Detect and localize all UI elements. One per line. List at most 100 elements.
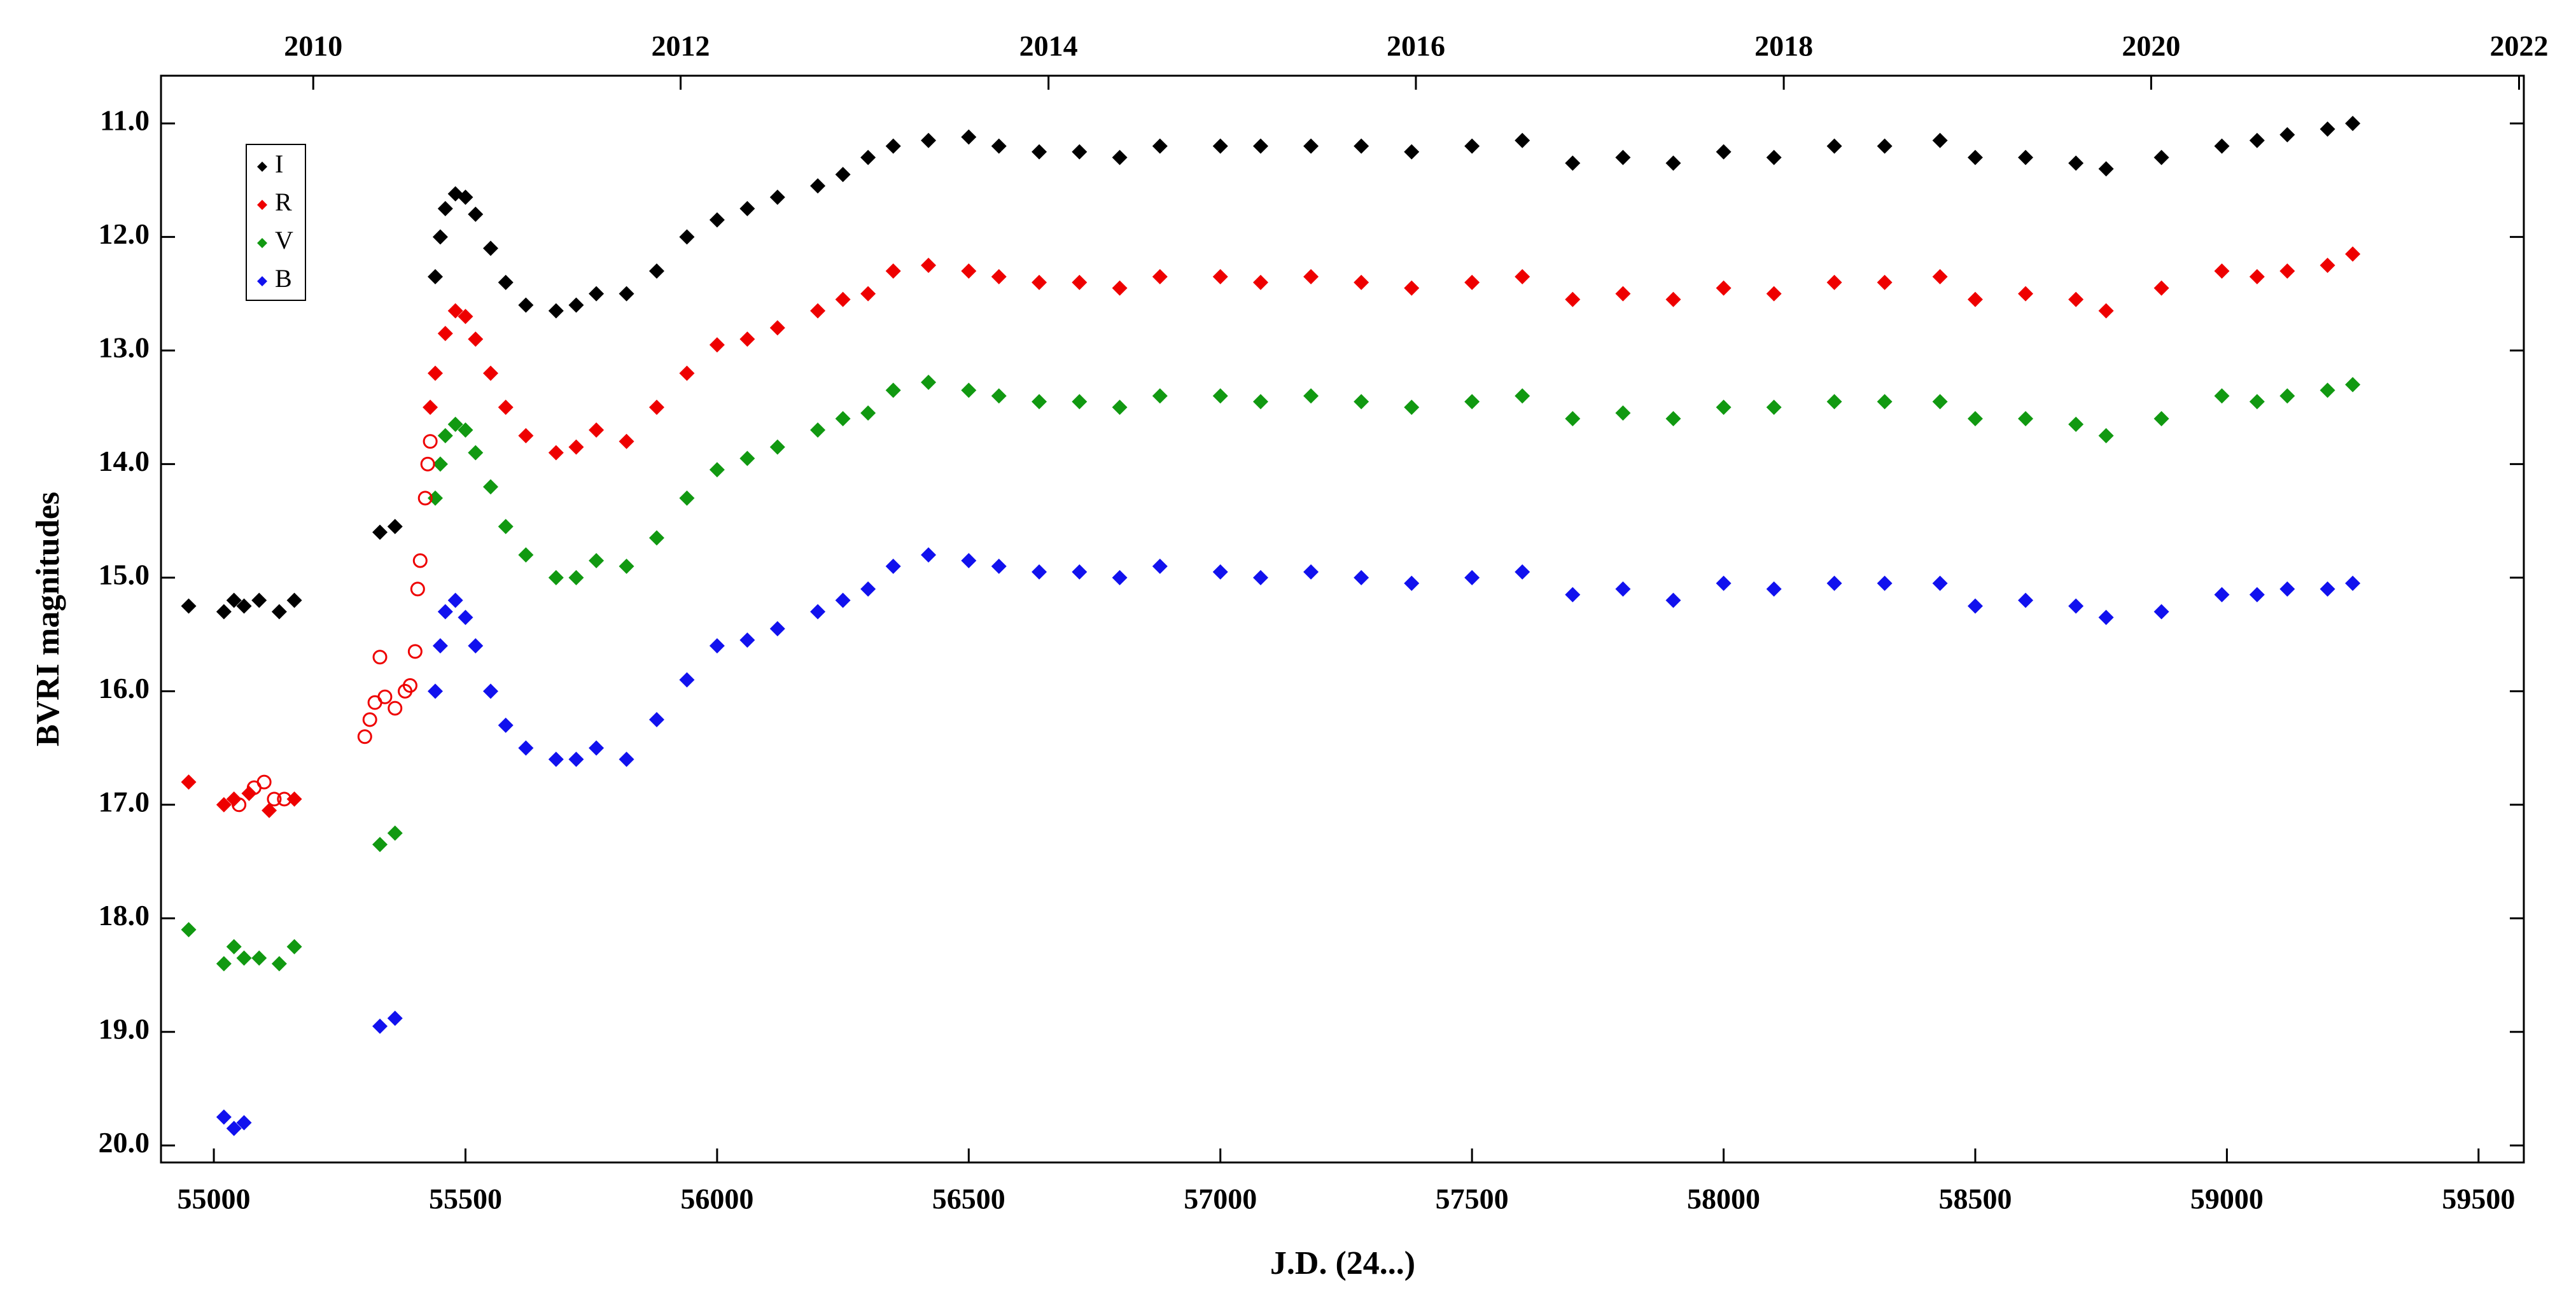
data-point xyxy=(437,200,453,216)
data-point xyxy=(1615,581,1631,597)
data-point xyxy=(1967,150,1983,165)
legend-label: B xyxy=(275,264,292,293)
data-point xyxy=(860,150,876,165)
data-point xyxy=(648,263,664,279)
data-point xyxy=(256,774,272,790)
data-point xyxy=(679,229,695,245)
data-point xyxy=(885,263,901,279)
data-point xyxy=(548,445,564,461)
data-point xyxy=(251,950,267,966)
data-point xyxy=(428,490,444,506)
data-point xyxy=(417,491,433,506)
data-point xyxy=(2279,388,2295,404)
data-point xyxy=(991,559,1007,575)
data-point xyxy=(2018,410,2034,426)
data-point xyxy=(216,604,232,620)
data-point xyxy=(468,638,484,653)
data-point xyxy=(181,922,197,938)
data-point xyxy=(885,138,901,154)
data-point xyxy=(1354,138,1369,154)
y-tick-label: 12.0 xyxy=(99,218,150,250)
data-point xyxy=(1515,269,1530,284)
data-point xyxy=(921,132,937,148)
data-point xyxy=(2018,286,2034,302)
data-point xyxy=(2320,382,2335,398)
data-point xyxy=(619,559,634,575)
data-point xyxy=(1464,394,1480,410)
data-point xyxy=(1032,144,1047,160)
data-point xyxy=(2153,604,2169,620)
data-point xyxy=(1565,291,1581,307)
y-tick-label: 13.0 xyxy=(99,331,150,363)
data-point xyxy=(377,689,393,704)
legend-label: V xyxy=(275,226,293,255)
data-point xyxy=(991,269,1007,284)
data-point xyxy=(1152,269,1168,284)
data-point xyxy=(216,956,232,972)
data-point xyxy=(2098,303,2114,319)
data-point xyxy=(835,291,851,307)
x2-tick-label: 2016 xyxy=(1387,30,1445,62)
data-point xyxy=(1112,150,1128,165)
data-point xyxy=(1877,274,1893,290)
data-point xyxy=(2279,127,2295,143)
data-point xyxy=(1072,144,1088,160)
data-point xyxy=(271,604,287,620)
data-point xyxy=(921,374,937,390)
data-point xyxy=(1464,138,1480,154)
data-point xyxy=(1877,138,1893,154)
data-point xyxy=(2320,258,2335,274)
data-point xyxy=(1716,575,1732,591)
data-point xyxy=(589,740,605,756)
data-point xyxy=(1766,286,1782,302)
data-point xyxy=(1515,564,1530,580)
data-point xyxy=(518,740,534,756)
data-point xyxy=(1464,274,1480,290)
data-point xyxy=(2249,394,2265,410)
data-point xyxy=(236,1115,252,1131)
data-point xyxy=(402,678,417,693)
data-point xyxy=(226,939,242,954)
data-point xyxy=(739,331,755,347)
data-point xyxy=(961,129,977,145)
data-point xyxy=(648,400,664,415)
data-point xyxy=(2320,581,2335,597)
data-point xyxy=(810,422,826,438)
data-point xyxy=(810,604,826,620)
data-point xyxy=(568,751,584,767)
data-point xyxy=(739,450,755,466)
data-point xyxy=(483,365,499,381)
x-tick-label: 56500 xyxy=(932,1183,1005,1215)
data-point xyxy=(428,683,444,699)
data-point xyxy=(568,439,584,455)
data-point xyxy=(1464,569,1480,585)
data-point xyxy=(498,519,514,534)
data-point xyxy=(2214,388,2230,404)
data-point xyxy=(860,581,876,597)
data-point xyxy=(1932,575,1948,591)
x-axis-label: J.D. (24...) xyxy=(1270,1245,1415,1281)
data-point xyxy=(1665,410,1681,426)
data-point xyxy=(769,189,785,205)
data-point xyxy=(2345,246,2361,262)
data-point xyxy=(921,258,937,274)
data-point xyxy=(568,297,584,313)
data-point xyxy=(2018,592,2034,608)
data-point xyxy=(568,569,584,585)
data-point xyxy=(236,950,252,966)
data-point xyxy=(1826,274,1842,290)
data-point xyxy=(1212,269,1228,284)
data-point xyxy=(423,434,438,449)
data-point xyxy=(1766,400,1782,415)
data-point xyxy=(1354,569,1369,585)
legend-marker xyxy=(257,200,267,210)
data-point xyxy=(447,592,463,608)
data-point xyxy=(251,592,267,608)
data-point xyxy=(423,400,438,415)
data-point xyxy=(1072,394,1088,410)
data-point xyxy=(2068,598,2084,614)
data-point xyxy=(518,547,534,563)
data-point xyxy=(468,445,484,461)
data-point xyxy=(286,592,302,608)
